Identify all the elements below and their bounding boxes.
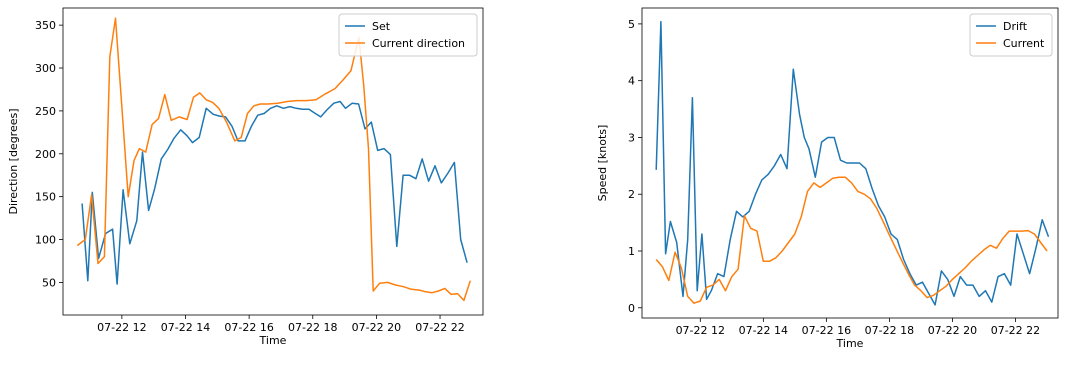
legend-label: Current bbox=[1003, 37, 1045, 50]
x-tick-label: 07-22 16 bbox=[224, 321, 273, 334]
y-tick-label: 300 bbox=[35, 62, 56, 75]
y-tick-label: 100 bbox=[35, 234, 56, 247]
legend-box bbox=[969, 13, 1053, 57]
legend-label: Set bbox=[372, 20, 391, 33]
y-tick-label: 4 bbox=[628, 75, 635, 88]
chart-1: 50 100 150 200 250 300 350 07-22 12 07-22 14 07-2… bbox=[7, 7, 484, 347]
y-tick-label: 50 bbox=[42, 276, 56, 289]
legend: Drift Current bbox=[969, 13, 1053, 57]
x-tick-label: 07-22 12 bbox=[676, 324, 725, 337]
y-tick-label: 200 bbox=[35, 148, 56, 161]
legend-box bbox=[338, 13, 478, 57]
series-line-1 bbox=[81, 100, 468, 285]
y-axis-label: Direction [degrees] bbox=[7, 108, 20, 214]
legend-label: Current direction bbox=[372, 37, 465, 50]
y-tick-label: 250 bbox=[35, 105, 56, 118]
x-tick-label: 07-22 22 bbox=[991, 324, 1040, 337]
chart-2: 0 1 2 3 4 5 07-22 12 07-22 14 07-22 16 07-22 18 07… bbox=[596, 7, 1059, 350]
legend: Set Current direction bbox=[338, 13, 478, 57]
x-tick-label: 07-22 16 bbox=[802, 324, 851, 337]
x-tick-label: 07-22 20 bbox=[352, 321, 401, 334]
y-tick-label: 1 bbox=[628, 245, 635, 258]
y-tick-label: 150 bbox=[35, 191, 56, 204]
y-tick-label: 5 bbox=[628, 18, 635, 31]
x-tick-label: 07-22 22 bbox=[415, 321, 464, 334]
x-axis-label: Time bbox=[259, 334, 287, 347]
axes-frame bbox=[641, 7, 1059, 319]
y-tick-label: 3 bbox=[628, 131, 635, 144]
legend-label: Drift bbox=[1003, 20, 1028, 33]
y-tick-label: 0 bbox=[628, 302, 635, 315]
x-tick-label: 07-22 20 bbox=[928, 324, 977, 337]
series-line-2 bbox=[655, 176, 1048, 304]
x-tick-label: 07-22 18 bbox=[288, 321, 337, 334]
series-line-1 bbox=[655, 20, 1050, 306]
y-tick-label: 2 bbox=[628, 188, 635, 201]
x-tick-label: 07-22 14 bbox=[161, 321, 210, 334]
y-tick-label: 350 bbox=[35, 19, 56, 32]
x-tick-label: 07-22 14 bbox=[739, 324, 788, 337]
y-axis-label: Speed [knots] bbox=[596, 125, 609, 202]
x-axis-label: Time bbox=[836, 337, 864, 350]
x-tick-label: 07-22 18 bbox=[865, 324, 914, 337]
series-line-2 bbox=[76, 17, 472, 302]
axes-frame bbox=[62, 7, 484, 316]
x-tick-label: 07-22 12 bbox=[97, 321, 146, 334]
